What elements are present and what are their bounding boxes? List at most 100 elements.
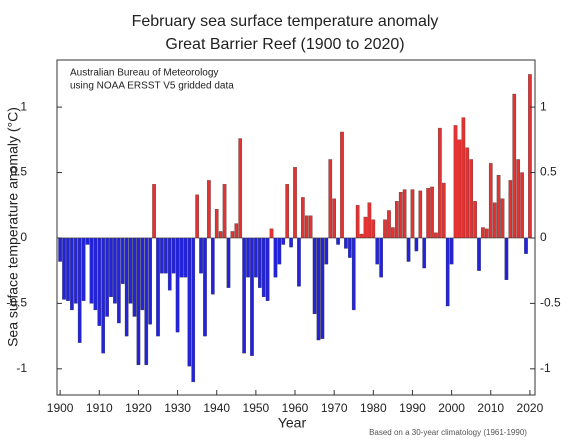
x-axis-label: Year: [278, 415, 307, 431]
bar: [250, 237, 254, 356]
bar: [120, 237, 125, 284]
y-tick-label: -1: [16, 361, 27, 375]
bar: [445, 237, 450, 307]
x-tick-label: 2010: [477, 401, 504, 415]
bar: [289, 237, 293, 248]
bar: [391, 227, 395, 239]
bar: [132, 237, 137, 317]
bar: [379, 237, 383, 278]
bar: [117, 237, 121, 324]
bar: [461, 117, 466, 239]
bar: [465, 147, 470, 239]
bar: [383, 219, 387, 239]
x-tick-label: 2000: [438, 401, 465, 415]
bar: [273, 237, 278, 278]
plot-frame: [56, 59, 536, 396]
bar: [261, 237, 266, 298]
bar: [375, 237, 380, 265]
bar: [226, 237, 231, 288]
bar: [218, 231, 223, 239]
annotation: Australian Bureau of Meteorology: [70, 68, 218, 79]
bar: [312, 237, 317, 315]
bar: [70, 237, 74, 311]
bar: [128, 237, 133, 304]
bar: [485, 228, 489, 239]
y-tick-label: 0: [20, 230, 27, 244]
bar: [449, 237, 454, 265]
bar: [355, 205, 360, 239]
bar: [93, 237, 98, 311]
bar: [203, 237, 207, 337]
bar: [324, 237, 329, 265]
bar: [528, 74, 532, 239]
bar: [101, 237, 106, 354]
bar: [418, 190, 423, 239]
bar: [304, 215, 309, 239]
bar: [308, 215, 313, 239]
bar: [438, 127, 442, 239]
chart-title: February sea surface temperature anomaly: [132, 13, 439, 30]
bar: [359, 233, 364, 239]
bar: [136, 237, 141, 366]
y-tick-label: 0.5: [10, 165, 27, 179]
bar: [340, 131, 344, 239]
bar: [422, 237, 427, 269]
x-tick-label: 1900: [47, 401, 74, 415]
bar: [254, 237, 258, 278]
x-tick-label: 1910: [86, 401, 113, 415]
y-tick-label: -0.5: [6, 296, 27, 310]
bar: [269, 228, 274, 239]
bar: [152, 184, 156, 239]
bar: [187, 237, 192, 367]
bar: [222, 184, 227, 239]
bar: [81, 237, 86, 301]
bar: [320, 237, 325, 339]
bar: [89, 237, 94, 304]
footnote: Based on a 30-year climatology (1961-199…: [369, 428, 527, 437]
bar: [473, 201, 477, 239]
bar: [516, 159, 520, 239]
bar: [230, 231, 235, 239]
bar: [398, 192, 403, 239]
y-axis-label: Sea surface temperature anomaly (°C): [5, 107, 21, 347]
bar: [242, 237, 246, 354]
bar: [457, 139, 462, 239]
bar: [348, 237, 352, 258]
x-tick-label: 2020: [517, 401, 544, 415]
bar: [97, 237, 102, 326]
bar: [371, 219, 376, 239]
x-tick-label: 1920: [125, 401, 152, 415]
bar: [496, 175, 501, 239]
bar: [508, 180, 513, 239]
bar: [105, 237, 109, 317]
y-tick-label: 0: [540, 230, 547, 244]
bar: [156, 237, 160, 337]
bar: [214, 209, 219, 239]
bar: [492, 202, 497, 239]
bar: [85, 237, 90, 245]
y-tick-label: -1: [540, 361, 551, 375]
bar: [512, 93, 517, 239]
bar: [246, 237, 250, 278]
y-tick-label: 1: [540, 99, 547, 113]
bar: [195, 194, 199, 239]
bar: [488, 163, 493, 239]
bar: [210, 237, 215, 295]
bar: [328, 159, 333, 239]
bar: [332, 198, 336, 239]
bar: [234, 223, 239, 239]
bar: [179, 237, 184, 278]
bar: [481, 227, 485, 239]
bar: [363, 216, 368, 239]
bar: [293, 167, 297, 239]
x-tick-label: 1990: [399, 401, 426, 415]
bar: [77, 237, 82, 343]
bar: [477, 237, 481, 271]
bar: [441, 182, 446, 239]
x-tick-label: 1960: [282, 401, 309, 415]
bar: [297, 237, 301, 287]
bar: [387, 210, 391, 239]
bar: [265, 237, 270, 301]
bar: [148, 237, 152, 325]
